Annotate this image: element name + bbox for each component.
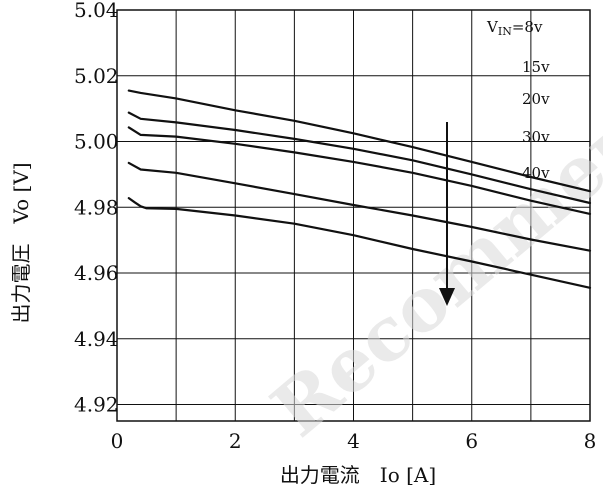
watermark: Recommend (256, 59, 603, 454)
x-tick-label: 2 (229, 429, 242, 453)
y-tick-label: 4.92 (74, 393, 119, 417)
y-axis-label: 出力電圧 Vo [V] (9, 162, 33, 323)
tick-labels: 0 2 4 6 8 5.04 5.02 5.00 4.98 4.96 4.94 4.92 (74, 0, 596, 453)
y-tick-label: 5.04 (74, 0, 119, 22)
y-tick-label: 4.96 (74, 261, 119, 285)
x-tick-label: 4 (347, 429, 360, 453)
grid (116, 9, 591, 422)
series-layer (127, 89, 592, 289)
legend-title: VIN=8v (486, 18, 543, 38)
x-tick-label: 8 (584, 429, 597, 453)
y-tick-label: 5.02 (74, 64, 119, 88)
x-tick-label: 6 (465, 429, 478, 453)
x-tick-label: 0 (111, 429, 124, 453)
legend-label: 20v (522, 90, 550, 108)
legend-label: 30v (522, 128, 550, 146)
watermark-layer: Recommend (256, 59, 603, 454)
legend-label: 40v (522, 164, 550, 182)
arrow-head (439, 288, 455, 306)
y-tick-label: 4.94 (74, 327, 119, 351)
trend-arrow (439, 122, 455, 306)
series-line (127, 161, 592, 252)
legend: VIN=8v 15v 20v 30v 40v (486, 18, 550, 182)
y-tick-label: 4.98 (74, 195, 119, 219)
y-tick-label: 5.00 (74, 130, 119, 154)
series-line (127, 197, 592, 289)
series-line (127, 126, 592, 215)
series-line (127, 111, 592, 205)
x-axis-label: 出力電流 Io [A] (280, 463, 436, 487)
series-line (127, 89, 592, 193)
legend-label: 15v (522, 58, 550, 76)
